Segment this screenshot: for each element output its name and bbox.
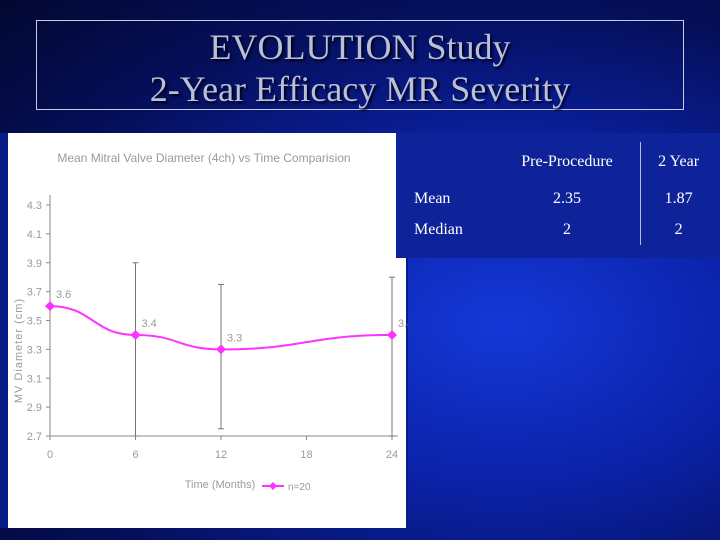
header-cell-empty [408,142,494,182]
header-cell-2-year: 2 Year [640,142,716,182]
data-label: 3.4 [142,318,157,330]
cell-median-pre: 2 [563,221,572,238]
title-box: EVOLUTION Study 2-Year Efficacy MR Sever… [36,20,684,110]
data-point-marker [216,344,226,355]
y-tick-label: 4.1 [27,229,42,241]
row-label-median: Median [414,221,463,238]
y-tick-label: 3.3 [27,344,42,356]
y-tick-label: 3.7 [27,287,42,299]
chart-panel: Mean Mitral Valve Diameter (4ch) vs Time… [0,133,408,528]
y-tick-label: 2.7 [27,431,42,443]
slide-title-line-2: 2-Year Efficacy MR Severity [149,69,571,109]
series-line [49,305,393,351]
cell-median-2yr: 2 [640,215,716,245]
header-cell-pre-procedure: Pre-Procedure [521,153,613,170]
y-tick-label: 3.9 [27,258,42,270]
y-axis-label: MV Diameter (cm) [13,298,25,403]
chart-title: Mean Mitral Valve Diameter (4ch) vs Time… [57,151,350,165]
chart-background [8,133,406,528]
data-point-marker [130,329,141,340]
y-tick-label: 2.9 [27,402,42,414]
data-label: 3.4 [398,318,408,330]
y-tick-label: 4.3 [27,200,42,212]
row-label-mean: Mean [414,189,451,207]
x-axis-label: Time (Months) [185,479,256,491]
x-tick-label: 0 [47,449,53,461]
x-tick-label: 6 [132,449,138,461]
stats-table: Pre-Procedure 2 Year Mean 2.35 1.87 Medi… [408,142,716,245]
x-tick-label: 12 [215,449,227,461]
line-chart: Mean Mitral Valve Diameter (4ch) vs Time… [8,133,408,528]
data-label: 3.6 [56,289,71,301]
y-tick-label: 3.5 [27,316,42,328]
cell-mean-2yr: 1.87 [640,182,716,215]
cell-mean-pre: 2.35 [553,189,582,207]
table-row-mean: Mean 2.35 1.87 [408,182,716,215]
legend-marker [269,482,277,490]
slide-title-line-1: EVOLUTION Study [209,27,511,67]
legend-label: n=20 [288,482,311,493]
x-tick-label: 24 [386,449,398,461]
y-tick-label: 3.1 [27,373,42,385]
data-point-marker [387,329,397,340]
data-point-marker [45,301,55,312]
table-row-median: Median 2 2 [408,215,716,245]
table-header-row: Pre-Procedure 2 Year [408,142,716,182]
data-label: 3.3 [227,332,242,344]
x-tick-label: 18 [300,449,312,461]
